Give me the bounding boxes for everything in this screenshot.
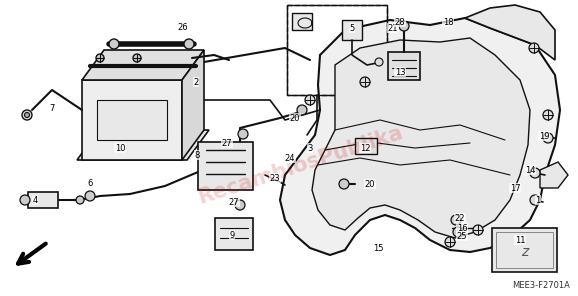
Bar (496, 232, 553, 268)
Text: RecambiosPublika: RecambiosPublika (195, 122, 405, 208)
Text: 11: 11 (515, 236, 525, 244)
Circle shape (24, 112, 29, 118)
Text: 14: 14 (525, 165, 535, 175)
Text: 18: 18 (443, 17, 453, 27)
Circle shape (399, 21, 409, 31)
Circle shape (96, 54, 104, 62)
Circle shape (473, 225, 483, 235)
Bar (287, 5, 387, 95)
Text: 24: 24 (285, 154, 295, 163)
Text: 22: 22 (455, 213, 465, 223)
Text: 8: 8 (194, 150, 199, 160)
Polygon shape (342, 20, 362, 40)
Polygon shape (280, 18, 560, 255)
Text: 27: 27 (222, 139, 232, 147)
Text: 2: 2 (194, 78, 199, 86)
Text: z: z (521, 245, 529, 259)
Text: 10: 10 (115, 144, 125, 152)
Text: 7: 7 (49, 104, 55, 112)
Circle shape (529, 43, 539, 53)
Bar (388, 52, 420, 80)
Circle shape (238, 129, 248, 139)
Bar (355, 138, 377, 154)
Text: 1: 1 (535, 195, 540, 205)
Polygon shape (82, 50, 204, 80)
Circle shape (20, 195, 30, 205)
Bar (492, 228, 557, 272)
Circle shape (235, 200, 245, 210)
Text: 3: 3 (307, 144, 313, 152)
Circle shape (445, 237, 455, 247)
Text: MEE3-F2701A: MEE3-F2701A (512, 281, 570, 290)
Circle shape (133, 54, 141, 62)
Bar (287, 5, 387, 95)
Circle shape (76, 196, 84, 204)
Text: 15: 15 (373, 244, 383, 252)
Text: 12: 12 (360, 144, 370, 152)
Polygon shape (312, 38, 530, 238)
Circle shape (22, 110, 32, 120)
Bar (28, 192, 58, 208)
Circle shape (530, 195, 540, 205)
Circle shape (305, 95, 315, 105)
Polygon shape (465, 5, 555, 60)
Text: 19: 19 (539, 131, 549, 141)
Circle shape (543, 110, 553, 120)
Text: 13: 13 (395, 67, 405, 76)
Text: 4: 4 (32, 195, 38, 205)
Circle shape (297, 105, 307, 115)
Text: 17: 17 (510, 184, 520, 192)
Text: 23: 23 (270, 173, 280, 183)
Text: 20: 20 (365, 179, 375, 189)
Bar (198, 142, 253, 190)
Bar (97, 100, 167, 140)
Circle shape (530, 168, 540, 178)
Circle shape (184, 39, 194, 49)
Text: 9: 9 (229, 231, 235, 239)
Polygon shape (182, 50, 204, 160)
Text: 6: 6 (87, 178, 92, 187)
Circle shape (453, 227, 463, 237)
Text: 25: 25 (457, 231, 467, 241)
Text: 16: 16 (457, 223, 467, 232)
Circle shape (451, 215, 461, 225)
Text: 27: 27 (229, 197, 239, 207)
Circle shape (360, 77, 370, 87)
Text: 21: 21 (388, 23, 398, 33)
Polygon shape (82, 80, 182, 160)
Text: 28: 28 (395, 17, 405, 27)
Circle shape (339, 179, 349, 189)
Circle shape (109, 39, 119, 49)
Text: 20: 20 (290, 113, 300, 123)
Text: 26: 26 (177, 22, 188, 31)
Polygon shape (540, 162, 568, 188)
Polygon shape (292, 13, 312, 30)
Bar (215, 218, 253, 250)
Polygon shape (77, 130, 209, 160)
Circle shape (543, 133, 553, 143)
Circle shape (85, 191, 95, 201)
Text: 5: 5 (349, 23, 355, 33)
Circle shape (375, 58, 383, 66)
